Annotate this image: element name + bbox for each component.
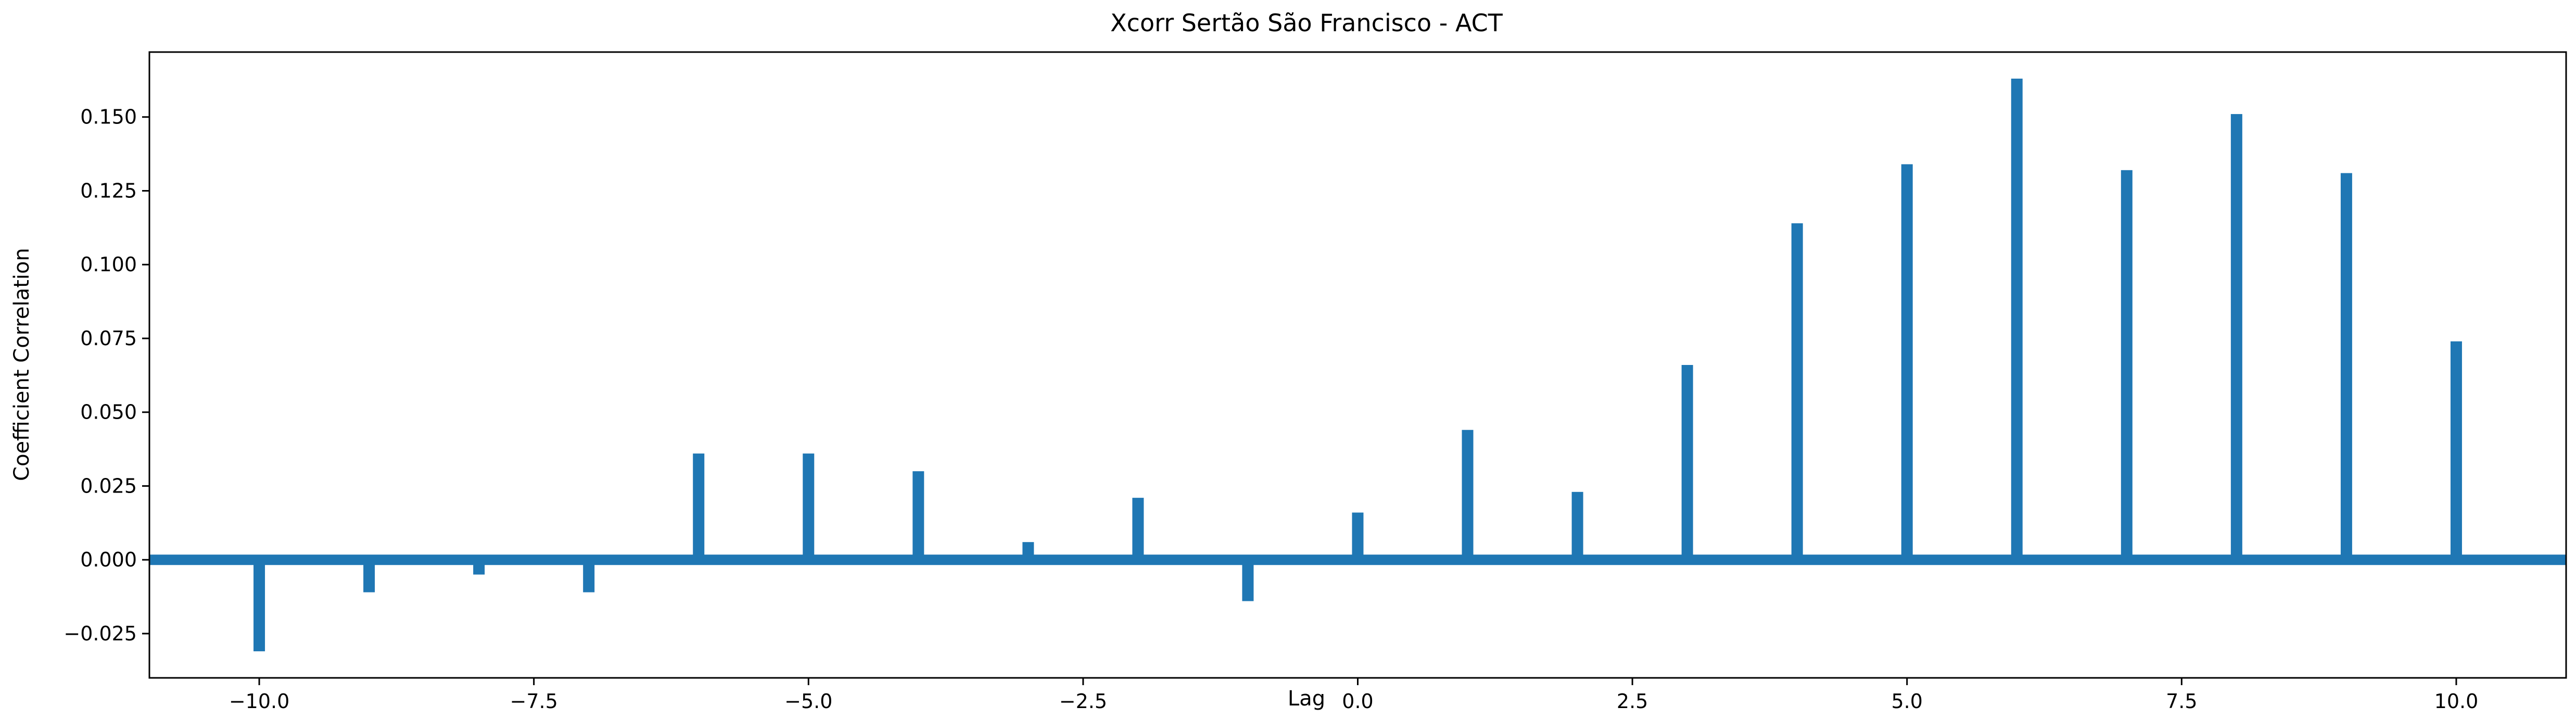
y-tick-label: 0.150 (80, 106, 137, 129)
stem-bar (2121, 170, 2133, 560)
x-tick-label: −7.5 (510, 690, 558, 713)
x-tick-label: −2.5 (1059, 690, 1107, 713)
stem-bar (363, 560, 375, 592)
stem-bar (2450, 341, 2462, 560)
y-axis-ticks: −0.025 0.000 0.025 0.050 0.075 0.100 0.125 0.15… (64, 106, 149, 645)
stem-bar (1242, 560, 1254, 601)
stem-bar (1791, 223, 1803, 560)
y-tick-label: −0.025 (64, 622, 137, 645)
x-tick-label: −5.0 (784, 690, 832, 713)
y-tick-label: 0.050 (80, 401, 137, 424)
stem-bar (253, 560, 265, 651)
stem-bar (1681, 365, 1693, 560)
x-tick-label: 10.0 (2434, 690, 2479, 713)
x-tick-label: 5.0 (1892, 690, 1923, 713)
x-tick-label: −10.0 (229, 690, 289, 713)
stem-bar (1901, 164, 1913, 560)
chart-title: Xcorr Sertão São Francisco - ACT (1110, 9, 1503, 37)
stem-bar (1132, 498, 1144, 560)
stem-bar (2340, 173, 2352, 560)
x-tick-label: 0.0 (1342, 690, 1373, 713)
y-tick-label: 0.025 (80, 474, 137, 497)
y-axis-label: Coefficient Correlation (10, 248, 34, 481)
y-tick-label: 0.075 (80, 327, 137, 350)
plot-area-frame (148, 51, 2567, 679)
stem-bars (253, 79, 2462, 651)
stem-bar (803, 453, 815, 560)
stem-bar (1571, 491, 1583, 560)
stem-bar (1462, 430, 1474, 560)
stem-bar (693, 453, 705, 560)
stem-bar (2230, 114, 2242, 560)
x-axis-label: Lag (1288, 687, 1325, 711)
stem-bar (2011, 79, 2023, 560)
y-tick-label: 0.100 (80, 253, 137, 276)
stem-bar (583, 560, 595, 592)
stem-bar (912, 471, 924, 560)
y-tick-label: 0.125 (80, 179, 137, 202)
y-tick-label: 0.000 (80, 548, 137, 571)
x-tick-label: 7.5 (2166, 690, 2197, 713)
stem-bar (1352, 512, 1364, 560)
x-tick-label: 2.5 (1617, 690, 1648, 713)
x-axis-ticks: −10.0 −7.5 −5.0 −2.5 0.0 2.5 5.0 7.5 10.0 (229, 678, 2478, 713)
